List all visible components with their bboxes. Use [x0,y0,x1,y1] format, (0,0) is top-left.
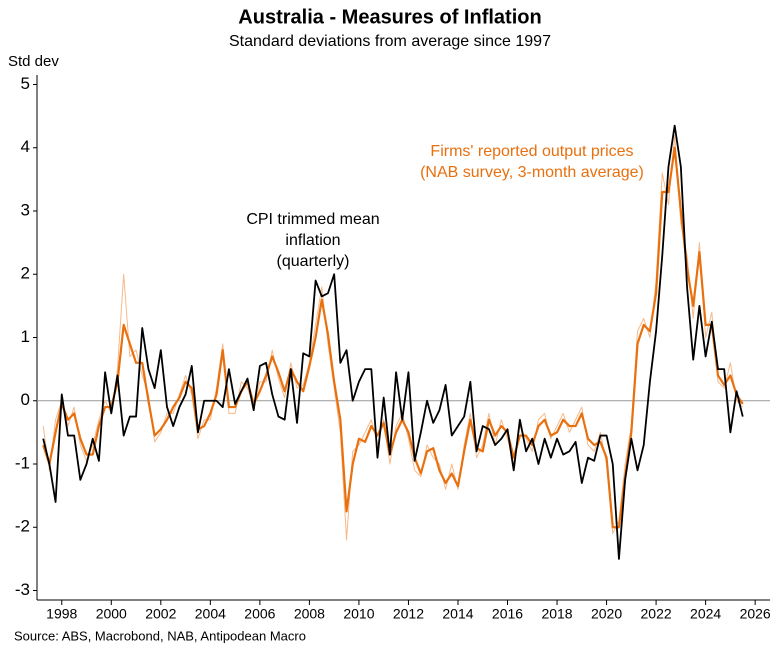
chart-title: Australia - Measures of Inflation [238,6,541,28]
y-tick-label: 1 [21,327,30,346]
x-tick-label: 2010 [343,606,374,622]
y-tick-label: 4 [21,137,30,156]
x-tick-label: 2024 [690,606,721,622]
series-line [42,134,744,541]
annotation: (NAB survey, 3-month average) [420,164,644,181]
y-tick-label: 5 [21,74,30,93]
x-tick-label: 2008 [294,606,325,622]
x-tick-label: 2022 [641,606,672,622]
x-tick-label: 2026 [740,606,771,622]
y-tick-label: 2 [21,264,30,283]
annotation: inflation [285,232,340,249]
y-tick-label: -3 [15,580,30,599]
y-tick-label: 0 [21,390,30,409]
y-tick-label: -2 [15,517,30,536]
x-tick-label: 2000 [96,606,127,622]
x-tick-label: 2004 [195,606,226,622]
annotation: Firms' reported output prices [430,143,633,160]
y-axis-label: Std dev [8,53,59,70]
series-line [42,124,744,560]
y-tick-label: -1 [15,453,30,472]
x-tick-label: 2020 [591,606,622,622]
x-tick-label: 2002 [145,606,176,622]
x-tick-label: 2016 [492,606,523,622]
annotation: CPI trimmed mean [246,211,379,228]
annotation: (quarterly) [277,253,350,270]
source-note: Source: ABS, Macrobond, NAB, Antipodean … [14,628,306,643]
y-tick-label: 3 [21,200,30,219]
chart-subtitle: Standard deviations from average since 1… [229,33,551,50]
x-tick-label: 2014 [442,606,473,622]
x-tick-label: 2012 [393,606,424,622]
x-tick-label: 1998 [46,606,77,622]
x-tick-label: 2006 [244,606,275,622]
x-tick-label: 2018 [541,606,572,622]
